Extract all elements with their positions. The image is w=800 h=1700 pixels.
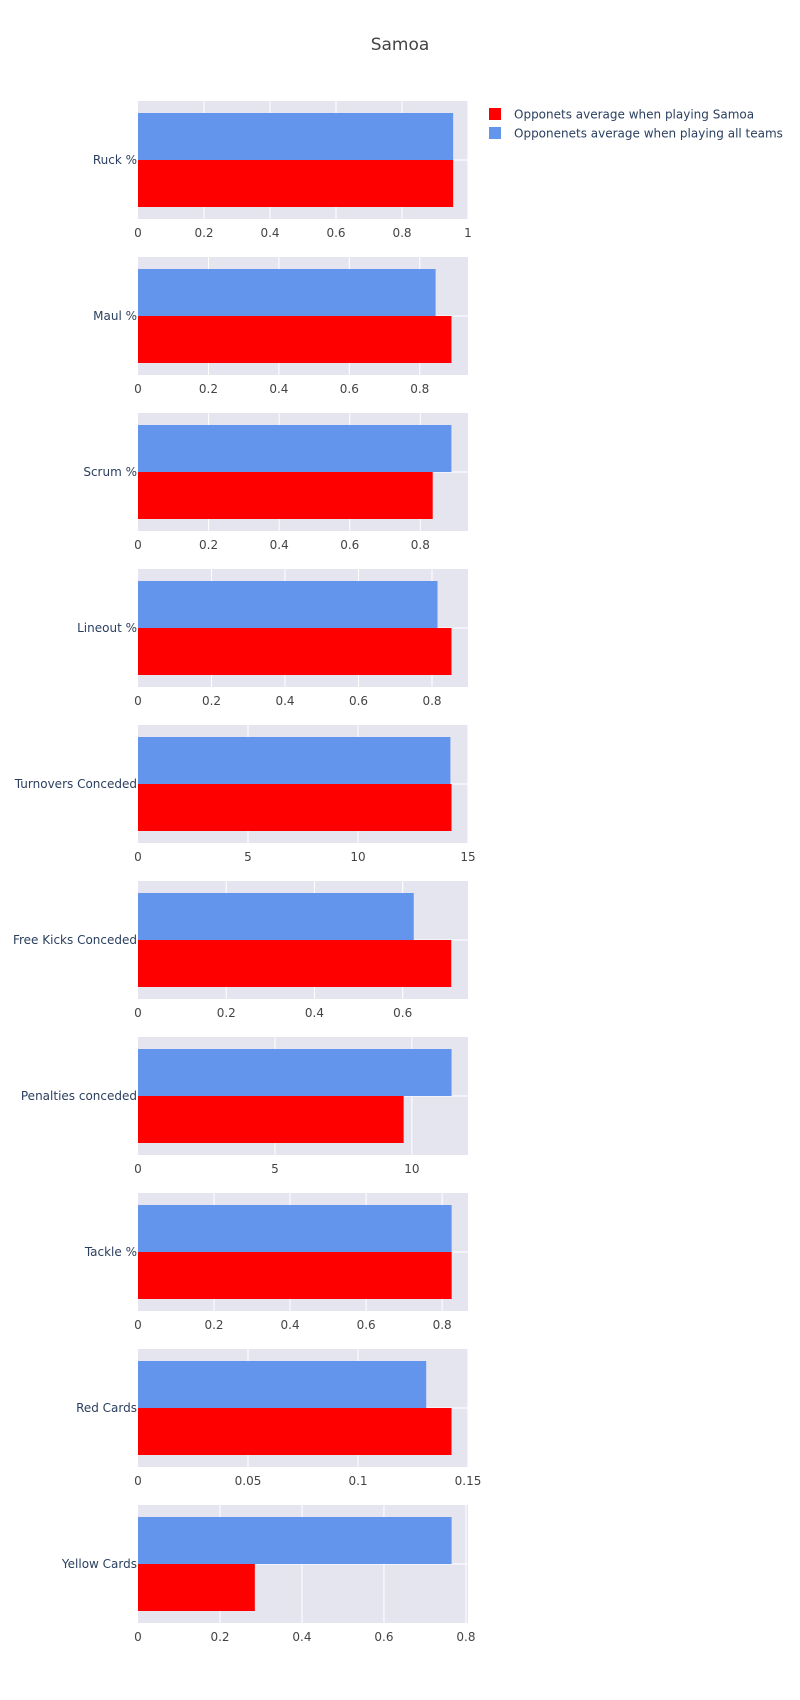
tick-label: 0	[134, 1006, 142, 1020]
bar-samoa	[138, 628, 452, 675]
tick-label: 0.1	[348, 1474, 367, 1488]
bar-samoa	[138, 1252, 452, 1299]
tick-label: 0	[134, 1630, 142, 1644]
tick-label: 0.6	[326, 226, 345, 240]
tick-label: 0.2	[204, 1318, 223, 1332]
tick-label: 10	[350, 850, 365, 864]
chart-title: Samoa	[371, 35, 430, 55]
bar-all-teams	[138, 1361, 427, 1408]
subplot-4: Turnovers Conceded 0 5 10 15	[14, 725, 476, 864]
tick-label: 0.6	[340, 382, 359, 396]
legend-label-samoa: Opponets average when playing Samoa	[514, 108, 754, 122]
bar-samoa	[138, 1564, 255, 1611]
legend-swatch-samoa	[489, 108, 501, 120]
category-label: Turnovers Conceded	[14, 777, 137, 791]
tick-label: 0.2	[194, 226, 213, 240]
bar-all-teams	[138, 269, 436, 316]
bar-all-teams	[138, 581, 438, 628]
tick-label: 0.4	[275, 694, 294, 708]
tick-label: 0.6	[340, 538, 359, 552]
tick-label: 0	[134, 850, 142, 864]
category-label: Ruck %	[93, 153, 137, 167]
category-label: Tackle %	[84, 1245, 137, 1259]
tick-label: 0.4	[269, 382, 288, 396]
bar-samoa	[138, 1096, 404, 1143]
subplot-3: Lineout % 0 0.2 0.4 0.6 0.8	[77, 569, 468, 708]
category-label: Lineout %	[77, 621, 137, 635]
bar-samoa	[138, 940, 452, 987]
bar-samoa	[138, 316, 452, 363]
tick-label: 0	[134, 538, 142, 552]
tick-label: 0.2	[202, 694, 221, 708]
category-label: Penalties conceded	[21, 1089, 137, 1103]
tick-label: 0.6	[349, 694, 368, 708]
tick-label: 0.6	[374, 1630, 393, 1644]
legend-swatch-all	[489, 127, 501, 139]
tick-label: 0.6	[393, 1006, 412, 1020]
bar-samoa	[138, 1408, 452, 1455]
subplot-0: Ruck % 0 0.2 0.4 0.6 0.8 1	[93, 101, 472, 240]
tick-label: 10	[404, 1162, 419, 1176]
tick-label: 0.8	[410, 382, 429, 396]
tick-label: 0.4	[260, 226, 279, 240]
subplot-9: Yellow Cards 0 0.2 0.4 0.6 0.8	[61, 1505, 475, 1644]
tick-label: 0	[134, 1318, 142, 1332]
subplot-2: Scrum % 0 0.2 0.4 0.6 0.8	[83, 413, 468, 552]
tick-label: 0.2	[199, 538, 218, 552]
category-label: Red Cards	[76, 1401, 137, 1415]
tick-label: 0.4	[292, 1630, 311, 1644]
bar-all-teams	[138, 1517, 452, 1564]
bar-all-teams	[138, 1205, 452, 1252]
tick-label: 0.2	[199, 382, 218, 396]
tick-label: 0.8	[433, 1318, 452, 1332]
tick-label: 0	[134, 694, 142, 708]
tick-label: 0	[134, 382, 142, 396]
bar-samoa	[138, 160, 454, 207]
bar-samoa	[138, 472, 433, 519]
tick-label: 0.6	[357, 1318, 376, 1332]
tick-label: 0	[134, 226, 142, 240]
tick-label: 0	[134, 1474, 142, 1488]
tick-label: 0.4	[281, 1318, 300, 1332]
tick-label: 0.15	[455, 1474, 482, 1488]
bar-all-teams	[138, 893, 414, 940]
subplot-6: Penalties conceded 0 5 10	[21, 1037, 468, 1176]
tick-label: 0.8	[392, 226, 411, 240]
tick-label: 0.4	[270, 538, 289, 552]
tick-label: 0.8	[456, 1630, 475, 1644]
bar-samoa	[138, 784, 452, 831]
tick-label: 0.2	[217, 1006, 236, 1020]
tick-label: 0	[134, 1162, 142, 1176]
legend[interactable]: Opponets average when playing Samoa Oppo…	[489, 108, 783, 141]
tick-label: 5	[271, 1162, 279, 1176]
tick-label: 0.4	[305, 1006, 324, 1020]
tick-label: 15	[460, 850, 475, 864]
category-label: Free Kicks Conceded	[13, 933, 137, 947]
tick-label: 0.2	[210, 1630, 229, 1644]
tick-label: 0.8	[422, 694, 441, 708]
legend-label-all: Opponenets average when playing all team…	[514, 127, 783, 141]
category-label: Yellow Cards	[61, 1557, 137, 1571]
category-label: Maul %	[93, 309, 137, 323]
subplot-5: Free Kicks Conceded 0 0.2 0.4 0.6	[13, 881, 468, 1020]
bar-all-teams	[138, 425, 452, 472]
subplot-1: Maul % 0 0.2 0.4 0.6 0.8	[93, 257, 468, 396]
tick-label: 5	[244, 850, 252, 864]
bar-all-teams	[138, 1049, 452, 1096]
tick-label: 1	[464, 226, 472, 240]
category-label: Scrum %	[83, 465, 137, 479]
bar-all-teams	[138, 113, 454, 160]
tick-label: 0.05	[235, 1474, 262, 1488]
bar-all-teams	[138, 737, 451, 784]
subplot-8: Red Cards 0 0.05 0.1 0.15	[76, 1349, 481, 1488]
subplot-7: Tackle % 0 0.2 0.4 0.6 0.8	[84, 1193, 468, 1332]
tick-label: 0.8	[411, 538, 430, 552]
